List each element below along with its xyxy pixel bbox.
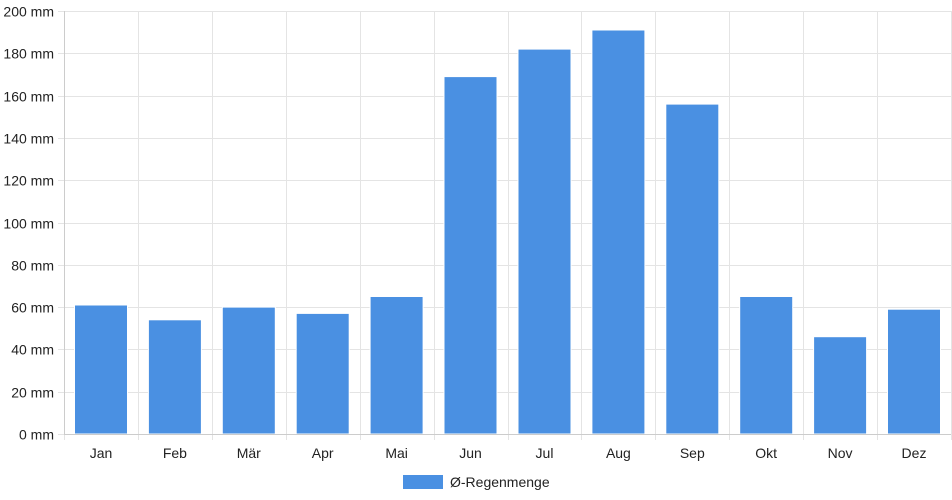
legend[interactable]: Ø-Regenmenge: [403, 474, 550, 490]
bar-jul[interactable]: [517, 48, 572, 435]
x-tick-label: Jul: [536, 445, 554, 461]
y-tick-label: 100 mm: [3, 216, 54, 232]
y-tick-labels: 0 mm 20 mm 40 mm 60 mm 80 mm 100 mm 120 mm 140 …: [3, 4, 54, 443]
x-tick-label: Sep: [680, 445, 705, 461]
x-tick-label: Mär: [237, 445, 261, 461]
y-tick-label: 60 mm: [11, 300, 54, 316]
y-tick-label: 0 mm: [19, 427, 54, 443]
bar-jan[interactable]: [74, 304, 128, 435]
y-tick-label: 200 mm: [3, 4, 54, 20]
legend-label[interactable]: Ø-Regenmenge: [450, 474, 550, 490]
bar-dez[interactable]: [887, 308, 941, 435]
x-tick-label: Aug: [606, 445, 631, 461]
bar-feb[interactable]: [147, 319, 202, 435]
bars: [74, 29, 941, 435]
x-tick-label: Nov: [828, 445, 853, 461]
bar-sep[interactable]: [665, 103, 720, 435]
x-tick-label: Apr: [312, 445, 334, 461]
y-tick-label: 80 mm: [11, 258, 54, 274]
x-tick-label: Dez: [902, 445, 927, 461]
x-tick-labels: Jan Feb Mär Apr Mai Jun Jul Aug Sep Okt Nov Dez: [90, 445, 927, 461]
x-tick-label: Jun: [459, 445, 482, 461]
bar-jun[interactable]: [443, 76, 498, 435]
x-tick-label: Feb: [163, 445, 187, 461]
y-tick-label: 180 mm: [3, 46, 54, 62]
y-tick-label: 140 mm: [3, 131, 54, 147]
bar-mai[interactable]: [369, 296, 424, 435]
x-tick-label: Jan: [90, 445, 113, 461]
axes: [64, 11, 951, 435]
x-tick-label: Mai: [385, 445, 408, 461]
y-tick-label: 120 mm: [3, 173, 54, 189]
x-tick-label: Okt: [755, 445, 777, 461]
y-tick-label: 20 mm: [11, 385, 54, 401]
y-tick-label: 40 mm: [11, 342, 54, 358]
bar-nov[interactable]: [813, 336, 868, 435]
bar-apr[interactable]: [295, 312, 350, 435]
legend-swatch[interactable]: [403, 475, 443, 489]
y-tick-label: 160 mm: [3, 89, 54, 105]
bar-mär[interactable]: [221, 306, 276, 435]
bar-aug[interactable]: [591, 29, 646, 435]
bar-okt[interactable]: [739, 296, 794, 435]
